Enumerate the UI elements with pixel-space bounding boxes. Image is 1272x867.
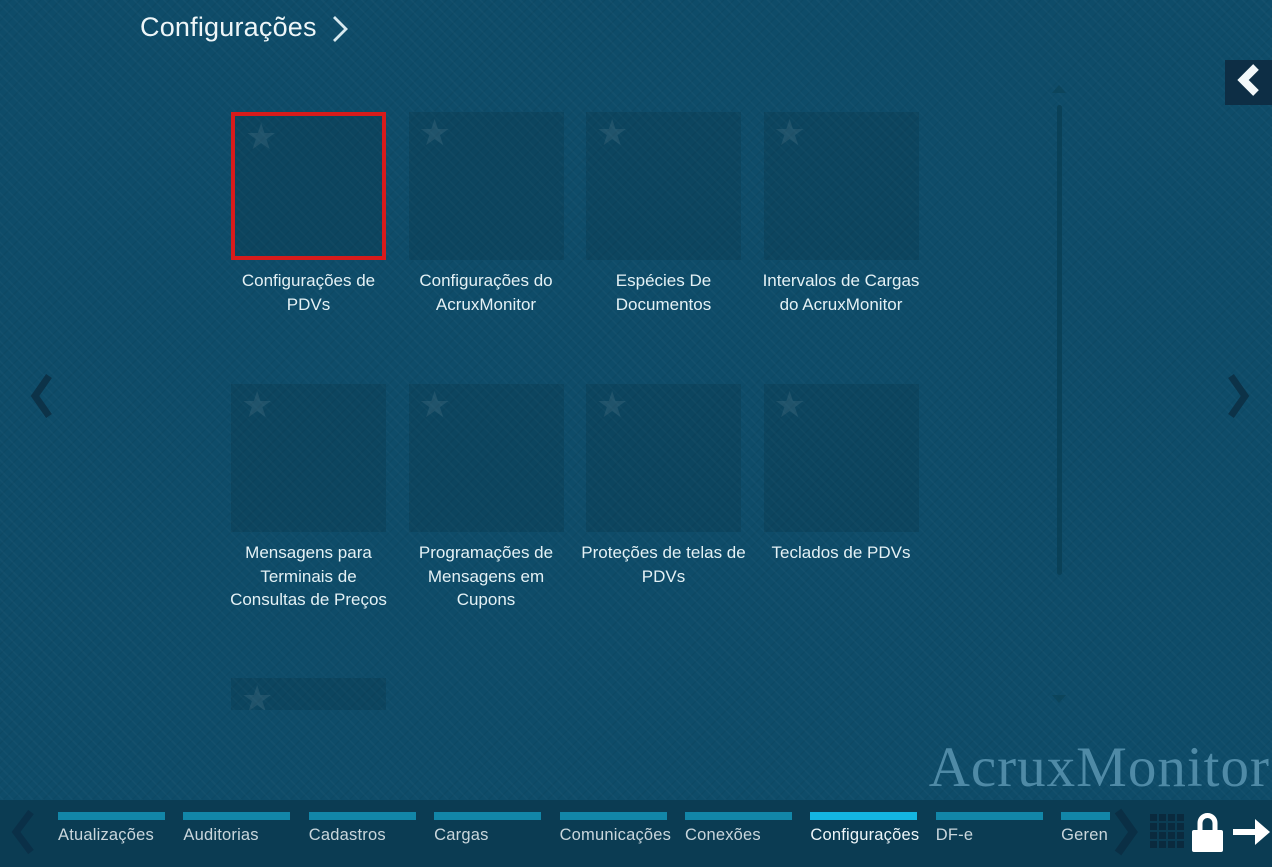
menu-tile-clipped[interactable]: ★ xyxy=(231,678,386,710)
scrollbar-thumb[interactable] xyxy=(1057,105,1062,575)
breadcrumb: Configurações xyxy=(140,10,351,45)
tab-bar xyxy=(559,812,667,820)
tile-surface[interactable]: ★ xyxy=(408,384,564,532)
tab-auditorias[interactable]: Auditorias xyxy=(183,812,308,862)
menu-tile-especies-de-documentos[interactable]: ★ Espécies De Documentos xyxy=(586,112,741,316)
tab-bar xyxy=(58,812,165,820)
star-icon: ★ xyxy=(773,113,806,154)
tile-label: Mensagens para Terminais de Consultas de… xyxy=(231,543,387,609)
page-left-chevron-icon[interactable] xyxy=(28,372,56,425)
tab-conexoes[interactable]: Conexões xyxy=(684,812,810,862)
tab-gerenciamentos[interactable]: Geren xyxy=(1061,812,1110,862)
tab-configuracoes[interactable]: Configurações xyxy=(810,812,935,862)
tile-surface[interactable]: ★ xyxy=(408,112,564,260)
star-icon: ★ xyxy=(596,113,629,154)
tile-row: ★ Configurações de PDVs ★ Configurações … xyxy=(231,112,919,316)
tab-atualizacoes[interactable]: Atualizações xyxy=(58,812,183,862)
tile-row: ★ Mensagens para Terminais de Consultas … xyxy=(231,384,919,612)
tile-label: Teclados de PDVs xyxy=(771,543,911,562)
tile-label: Configurações do AcruxMonitor xyxy=(419,271,553,314)
tab-bar xyxy=(1061,812,1110,820)
tile-surface[interactable]: ★ xyxy=(231,112,386,260)
menu-tile-programacoes-mensagens-cupons[interactable]: ★ Programações de Mensagens em Cupons xyxy=(408,384,564,612)
tab-cadastros[interactable]: Cadastros xyxy=(308,812,434,862)
chevron-left-icon xyxy=(1234,62,1264,103)
taskbar-left-chevron-icon[interactable] xyxy=(8,807,38,862)
tile-row: ★ xyxy=(231,678,386,710)
star-icon: ★ xyxy=(241,385,274,426)
star-icon: ★ xyxy=(245,117,278,158)
scroll-down-icon[interactable] xyxy=(1052,695,1066,703)
tab-dfe[interactable]: DF-e xyxy=(935,812,1061,862)
apps-grid-icon[interactable] xyxy=(1150,814,1184,848)
star-icon: ★ xyxy=(418,113,451,154)
back-button[interactable] xyxy=(1225,60,1272,105)
tile-label: Proteções de telas de PDVs xyxy=(581,543,746,586)
star-icon: ★ xyxy=(596,385,629,426)
tab-bar xyxy=(684,812,792,820)
menu-tile-configuracoes-do-acruxmonitor[interactable]: ★ Configurações do AcruxMonitor xyxy=(408,112,564,316)
tile-surface[interactable]: ★ xyxy=(231,678,386,710)
menu-tile-configuracoes-de-pdvs[interactable]: ★ Configurações de PDVs xyxy=(231,112,386,316)
menu-tile-protecoes-de-telas[interactable]: ★ Proteções de telas de PDVs xyxy=(581,384,746,612)
lock-icon[interactable] xyxy=(1189,810,1225,859)
tile-surface[interactable]: ★ xyxy=(763,112,919,260)
tile-surface[interactable]: ★ xyxy=(586,112,741,260)
tab-comunicacoes[interactable]: Comunicações xyxy=(559,812,685,862)
star-icon: ★ xyxy=(241,679,274,711)
tile-grid: ★ Configurações de PDVs ★ Configurações … xyxy=(231,112,923,710)
tab-bar xyxy=(434,812,542,820)
tab-bar xyxy=(935,812,1043,820)
category-taskbar: Atualizações Auditorias Cadastros Cargas… xyxy=(0,800,1272,867)
tile-label: Programações de Mensagens em Cupons xyxy=(418,543,554,609)
chevron-right-icon xyxy=(329,10,351,45)
tab-bar xyxy=(183,812,291,820)
tile-label: Intervalos de Cargas do AcruxMonitor xyxy=(762,271,920,314)
menu-tile-teclados-de-pdvs[interactable]: ★ Teclados de PDVs xyxy=(763,384,919,612)
tab-bar xyxy=(308,812,416,820)
tile-label: Configurações de PDVs xyxy=(241,271,376,314)
tab-cargas[interactable]: Cargas xyxy=(434,812,559,862)
tile-surface[interactable]: ★ xyxy=(586,384,741,532)
taskbar-right-chevron-icon[interactable] xyxy=(1112,806,1140,863)
tile-surface[interactable]: ★ xyxy=(231,384,386,532)
app-watermark: AcruxMonitor xyxy=(928,736,1270,799)
star-icon: ★ xyxy=(773,385,806,426)
category-tabs: Atualizações Auditorias Cadastros Cargas… xyxy=(58,812,1110,862)
tile-label: Espécies De Documentos xyxy=(615,271,712,314)
scroll-up-icon[interactable] xyxy=(1052,85,1066,93)
page-right-chevron-icon[interactable] xyxy=(1224,372,1252,425)
arrow-right-icon[interactable] xyxy=(1231,814,1271,855)
menu-tile-mensagens-terminais[interactable]: ★ Mensagens para Terminais de Consultas … xyxy=(231,384,387,612)
menu-tile-intervalos-de-cargas[interactable]: ★ Intervalos de Cargas do AcruxMonitor xyxy=(763,112,919,316)
star-icon: ★ xyxy=(418,385,451,426)
page-title: Configurações xyxy=(140,12,317,42)
tile-surface[interactable]: ★ xyxy=(763,384,919,532)
tab-bar xyxy=(810,812,918,820)
